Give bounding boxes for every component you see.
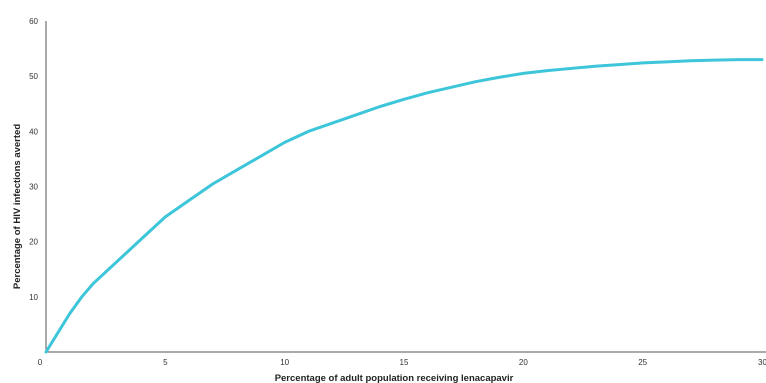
y-tick-label: 30 bbox=[29, 183, 38, 192]
x-axis-ticks: 0 5 10 15 20 25 30 bbox=[38, 358, 766, 367]
y-tick-label: 20 bbox=[29, 238, 38, 247]
x-tick-label: 5 bbox=[163, 358, 168, 367]
x-tick-label: 10 bbox=[280, 358, 289, 367]
y-tick-label: 40 bbox=[29, 127, 38, 136]
series-layer bbox=[44, 58, 764, 354]
x-tick-label: 30 bbox=[758, 358, 766, 367]
x-axis-title: Percentage of adult population receiving… bbox=[275, 373, 514, 383]
x-tick-label: 25 bbox=[638, 358, 647, 367]
y-tick-label: 60 bbox=[29, 17, 38, 26]
x-tick-label: 0 bbox=[38, 358, 43, 367]
x-tick-label: 20 bbox=[519, 358, 528, 367]
y-tick-label: 50 bbox=[29, 72, 38, 81]
x-tick-label: 15 bbox=[400, 358, 409, 367]
series-line-0 bbox=[44, 58, 764, 354]
y-axis-title: Percentage of HIV infections averted bbox=[12, 124, 23, 289]
y-axis-ticks: 10 20 30 40 50 60 bbox=[29, 17, 38, 302]
y-tick-label: 10 bbox=[29, 293, 38, 302]
